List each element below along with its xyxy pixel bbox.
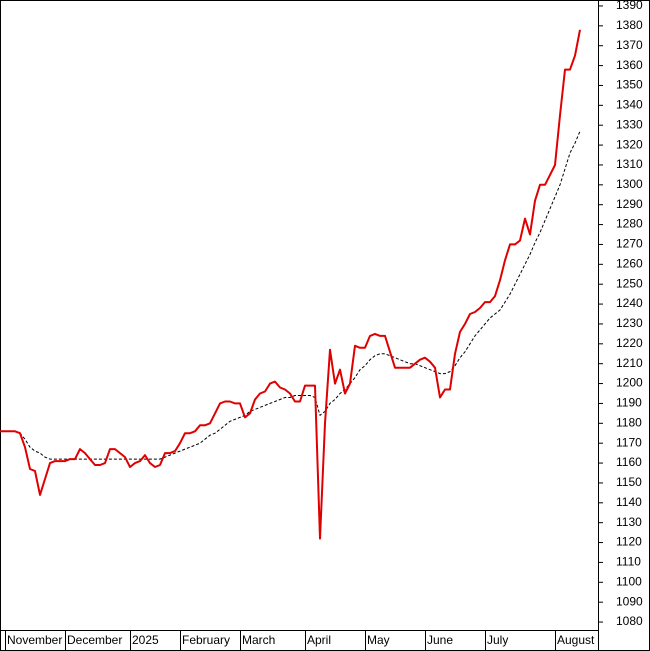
- y-tick-label: 1210: [616, 356, 643, 370]
- y-tick-label: 1220: [616, 336, 643, 350]
- x-tick-label: July: [487, 633, 508, 647]
- y-tick-label: 1200: [616, 376, 643, 390]
- x-tick-label: March: [242, 633, 275, 647]
- y-tick-label: 1250: [616, 276, 643, 290]
- y-tick-label: 1330: [616, 117, 643, 131]
- y-tick-label: 1260: [616, 256, 643, 270]
- y-tick-label: 1190: [616, 396, 642, 410]
- y-tick-label: 1120: [616, 535, 642, 549]
- y-tick-label: 1350: [616, 78, 643, 92]
- x-tick-label: February: [182, 633, 230, 647]
- y-tick-label: 1130: [616, 515, 642, 529]
- x-tick-label: 2025: [132, 633, 159, 647]
- y-tick-label: 1310: [616, 157, 643, 171]
- y-tick-label: 1240: [616, 296, 643, 310]
- x-tick-label: May: [367, 633, 390, 647]
- y-tick-label: 1160: [616, 455, 642, 469]
- y-tick-label: 1370: [616, 38, 643, 52]
- y-tick-label: 1150: [616, 475, 642, 489]
- y-tick-label: 1180: [616, 415, 642, 429]
- y-tick-label: 1230: [616, 316, 643, 330]
- x-tick-label: November: [7, 633, 62, 647]
- x-tick-label: April: [307, 633, 331, 647]
- y-tick-label: 1300: [616, 177, 643, 191]
- y-tick-label: 1380: [616, 18, 643, 32]
- y-tick-label: 1100: [616, 574, 642, 588]
- x-tick-label: December: [67, 633, 122, 647]
- y-tick-label: 1360: [616, 58, 643, 72]
- y-tick-label: 1140: [616, 495, 642, 509]
- x-tick-label: June: [427, 633, 453, 647]
- y-tick-label: 1110: [616, 555, 641, 569]
- price-line: [0, 29, 581, 540]
- y-tick-label: 1320: [616, 137, 643, 151]
- y-tick-label: 1270: [616, 237, 643, 251]
- y-tick-label: 1290: [616, 197, 643, 211]
- y-tick-label: 1340: [616, 98, 643, 112]
- x-tick-label: August: [557, 633, 595, 647]
- y-tick-label: 1390: [616, 0, 643, 12]
- y-tick-label: 1170: [616, 435, 642, 449]
- y-tick-label: 1080: [616, 614, 643, 628]
- y-tick-label: 1280: [616, 217, 643, 231]
- y-tick-label: 1090: [616, 594, 643, 608]
- moving-average-line: [0, 131, 581, 460]
